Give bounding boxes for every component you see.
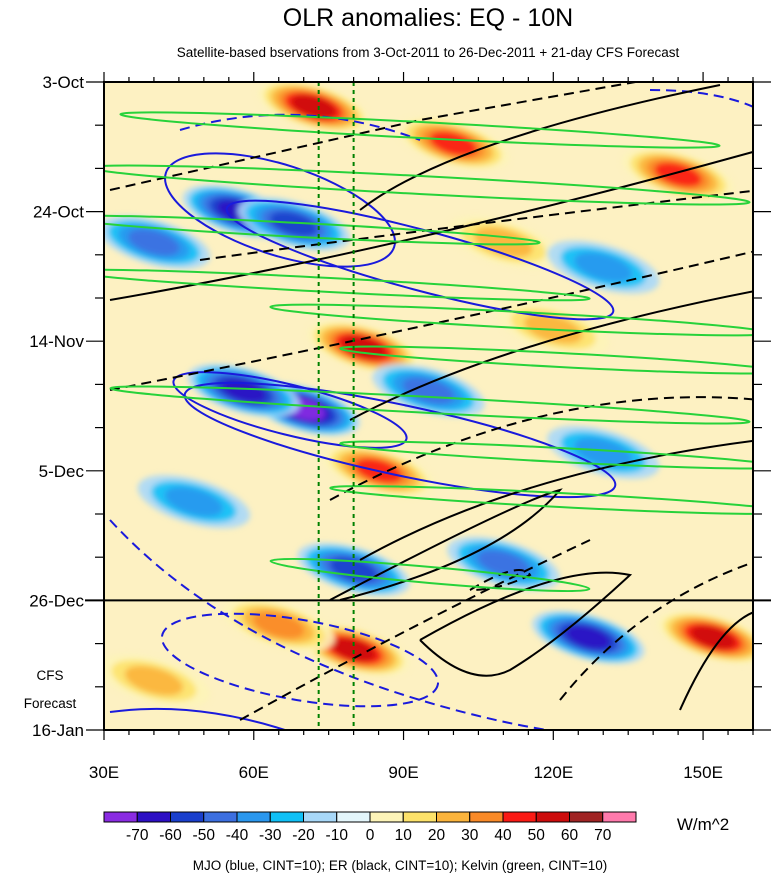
olr-anomaly-field (104, 82, 753, 708)
kelvin-contour (109, 385, 751, 425)
kelvin-contours (104, 111, 753, 593)
colorbar-swatch (502, 811, 537, 823)
y-tick-label: 14-Nov (29, 332, 84, 351)
olr-anomaly-cell (565, 625, 611, 650)
er-contour (679, 611, 753, 711)
colorbar-level-label: -60 (159, 827, 182, 844)
colorbar-swatch (535, 811, 570, 823)
colorbar-level-label: -30 (259, 827, 282, 844)
colorbar-level-label: 0 (366, 827, 375, 844)
kelvin-contour (339, 345, 753, 375)
kelvin-contour (104, 164, 751, 206)
y-tick-label: 16-Jan (32, 721, 84, 740)
x-axis: 30E 60E 90E 120E 150E (89, 72, 754, 782)
er-contour (329, 396, 753, 501)
x-tick-label: 150E (683, 763, 723, 782)
forecast-label-line1: CFS (37, 668, 64, 683)
colorbar-swatch (602, 811, 637, 823)
er-contour (559, 561, 753, 701)
olr-anomaly-cell (574, 437, 633, 468)
kelvin-contour (119, 111, 721, 149)
colorbar-swatch (170, 811, 205, 823)
olr-anomaly-cell (221, 378, 267, 403)
colorbar-level-label: 30 (461, 827, 479, 844)
colorbar-level-label: -40 (226, 827, 249, 844)
y-tick-label: 3-Oct (42, 73, 84, 92)
colorbar-level-label: -10 (326, 827, 349, 844)
colorbar-level-label: -20 (292, 827, 315, 844)
colorbar-level-label: 40 (494, 827, 512, 844)
colorbar-level-label: 10 (395, 827, 413, 844)
mjo-contour (109, 707, 289, 730)
kelvin-contour (104, 214, 541, 246)
colorbar-swatch (436, 811, 471, 823)
plot-area (104, 82, 753, 730)
colorbar: -70 -60 -50 -40 -30 -20 -10 0 10 20 30 40 50 60 70 (103, 811, 637, 844)
x-tick-label: 30E (89, 763, 119, 782)
er-contour (469, 569, 532, 591)
colorbar-swatch (103, 811, 138, 823)
colorbar-swatch (236, 811, 271, 823)
colorbar-swatch (469, 811, 504, 823)
x-tick-label: 90E (388, 763, 418, 782)
x-tick-label: 60E (239, 763, 269, 782)
colorbar-level-label: 50 (528, 827, 546, 844)
er-contour (109, 250, 753, 391)
mjo-contour (179, 113, 421, 141)
olr-anomaly-cell (331, 637, 376, 662)
mjo-contour (649, 89, 753, 108)
olr-anomaly-cell (270, 211, 318, 237)
mjo-contour (109, 519, 554, 730)
mjo-contour (160, 612, 440, 708)
olr-anomaly-cell (164, 486, 223, 517)
chart-title: OLR anomalies: EQ - 10N (283, 4, 573, 32)
kelvin-contour (269, 303, 753, 337)
colorbar-level-label: 70 (594, 827, 612, 844)
olr-anomaly-cell (329, 557, 378, 582)
colorbar-swatch (369, 811, 404, 823)
colorbar-swatch (203, 811, 238, 823)
colorbar-level-label: 60 (561, 827, 579, 844)
er-contour (239, 539, 591, 721)
mjo-contour (183, 381, 617, 499)
mjo-contours (109, 89, 753, 730)
kelvin-contour (329, 485, 753, 515)
y-axis: 3-Oct 24-Oct 14-Nov 5-Dec 26-Dec 16-Jan (29, 73, 771, 740)
mjo-contour (164, 152, 396, 268)
y-tick-label: 24-Oct (33, 203, 84, 222)
kelvin-contour (269, 557, 591, 593)
colorbar-swatch (269, 811, 304, 823)
colorbar-units: W/m^2 (677, 815, 729, 834)
colorbar-swatch (336, 811, 371, 823)
colorbar-swatch (303, 811, 338, 823)
er-contour (329, 488, 563, 601)
olr-anomaly-cell (429, 131, 478, 157)
colorbar-level-label: 20 (428, 827, 446, 844)
mjo-contour (172, 371, 408, 449)
er-contour (359, 439, 753, 561)
colorbar-level-label: -70 (126, 827, 149, 844)
chart-subtitle: Satellite-based bservations from 3-Oct-2… (177, 45, 680, 60)
colorbar-swatch (402, 811, 437, 823)
colorbar-swatch (569, 811, 604, 823)
er-contour (199, 189, 753, 261)
olr-anomaly-cell (124, 665, 183, 696)
y-tick-label: 5-Dec (39, 462, 85, 481)
y-tick-label: 26-Dec (29, 591, 84, 610)
colorbar-level-label: -50 (193, 827, 216, 844)
kelvin-contour (339, 440, 753, 470)
contour-legend-footer: MJO (blue, CINT=10); ER (black, CINT=10)… (193, 858, 608, 873)
olr-anomaly-cell (574, 252, 633, 282)
er-contour (109, 150, 753, 301)
olr-anomaly-cell (690, 625, 736, 650)
colorbar-swatch (136, 811, 171, 823)
olr-anomaly-cell (128, 229, 180, 256)
kelvin-contour (104, 268, 591, 302)
er-contour (349, 290, 753, 421)
forecast-label-line2: Forecast (24, 696, 77, 711)
olr-anomaly-cell (291, 94, 336, 119)
x-tick-label: 120E (533, 763, 573, 782)
